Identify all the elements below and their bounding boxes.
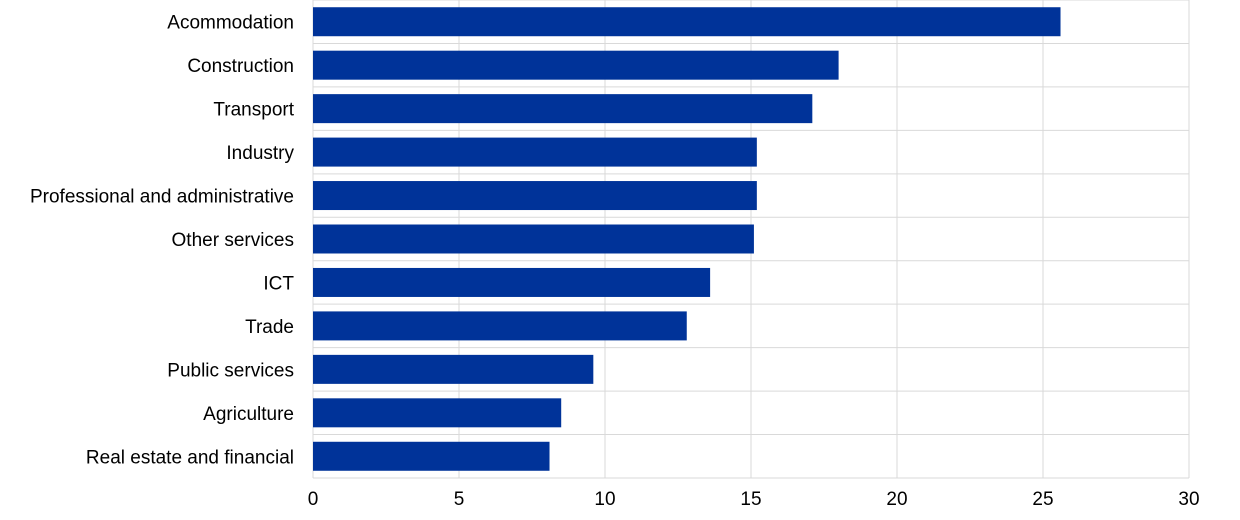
bar	[313, 267, 711, 297]
bar	[313, 441, 550, 471]
category-label: Industry	[226, 143, 294, 164]
bar	[313, 398, 562, 428]
category-label: Other services	[172, 230, 294, 251]
category-label: Construction	[187, 56, 294, 77]
x-tick-label: 10	[594, 489, 615, 510]
category-label: Agriculture	[203, 404, 294, 425]
bar	[313, 7, 1061, 37]
bar	[313, 224, 754, 254]
category-label: ICT	[263, 273, 294, 294]
gridlines	[312, 0, 1190, 479]
category-label: Trade	[245, 317, 294, 338]
category-labels: Acommodation Construction Transport Industr…	[30, 13, 295, 469]
category-label: Professional and administrative	[30, 187, 294, 208]
x-tick-label: 25	[1032, 489, 1053, 510]
x-tick-label: 15	[740, 489, 761, 510]
bar	[313, 94, 813, 124]
x-tick-labels: 0 5 10 15 20 25 30	[308, 489, 1200, 510]
bars	[313, 7, 1061, 471]
bar	[313, 50, 839, 80]
category-label: Public services	[167, 360, 294, 381]
x-tick-label: 30	[1178, 489, 1199, 510]
category-label: Acommodation	[167, 13, 294, 34]
x-tick-label: 20	[886, 489, 907, 510]
bar	[313, 311, 687, 341]
x-tick-label: 0	[308, 489, 319, 510]
bar	[313, 137, 757, 167]
x-tick-label: 5	[454, 489, 465, 510]
bar	[313, 354, 594, 384]
category-label: Real estate and financial	[86, 447, 294, 468]
category-label: Transport	[213, 100, 294, 121]
bar	[313, 181, 757, 211]
